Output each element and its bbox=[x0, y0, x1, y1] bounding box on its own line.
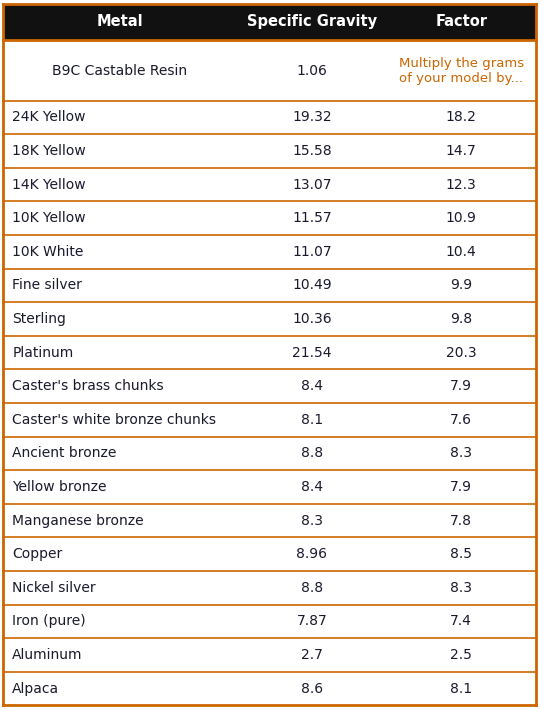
Text: Sterling: Sterling bbox=[12, 312, 66, 326]
Text: 7.8: 7.8 bbox=[450, 513, 472, 527]
Text: 10K Yellow: 10K Yellow bbox=[12, 211, 86, 225]
Text: Caster's brass chunks: Caster's brass chunks bbox=[12, 379, 164, 393]
Text: 9.9: 9.9 bbox=[450, 279, 472, 293]
Text: 15.58: 15.58 bbox=[292, 144, 332, 158]
Text: 8.4: 8.4 bbox=[301, 379, 323, 393]
Text: 10.36: 10.36 bbox=[292, 312, 332, 326]
Text: 13.07: 13.07 bbox=[292, 178, 332, 191]
Bar bbox=[3, 40, 536, 101]
Text: 8.4: 8.4 bbox=[301, 480, 323, 494]
Text: 18K Yellow: 18K Yellow bbox=[12, 144, 86, 158]
Bar bbox=[3, 537, 536, 571]
Text: Metal: Metal bbox=[97, 14, 143, 30]
Text: 24K Yellow: 24K Yellow bbox=[12, 111, 86, 125]
Text: Factor: Factor bbox=[436, 14, 487, 30]
Text: 14.7: 14.7 bbox=[446, 144, 477, 158]
Bar bbox=[3, 134, 536, 168]
Bar bbox=[3, 336, 536, 369]
Text: Ancient bronze: Ancient bronze bbox=[12, 447, 117, 460]
Text: Copper: Copper bbox=[12, 547, 63, 562]
Text: B9C Castable Resin: B9C Castable Resin bbox=[52, 64, 188, 77]
Text: 7.9: 7.9 bbox=[450, 480, 472, 494]
Text: 8.6: 8.6 bbox=[301, 681, 323, 696]
Text: 8.8: 8.8 bbox=[301, 581, 323, 595]
Bar bbox=[3, 403, 536, 437]
Bar bbox=[3, 101, 536, 134]
Text: Fine silver: Fine silver bbox=[12, 279, 82, 293]
Text: 7.9: 7.9 bbox=[450, 379, 472, 393]
Bar bbox=[3, 504, 536, 537]
Bar bbox=[3, 605, 536, 638]
Text: 9.8: 9.8 bbox=[450, 312, 472, 326]
Text: 20.3: 20.3 bbox=[446, 346, 477, 359]
Text: 8.1: 8.1 bbox=[450, 681, 472, 696]
Text: Yellow bronze: Yellow bronze bbox=[12, 480, 107, 494]
Text: 2.7: 2.7 bbox=[301, 648, 323, 662]
Text: 8.3: 8.3 bbox=[450, 581, 472, 595]
Bar bbox=[3, 168, 536, 201]
Text: Iron (pure): Iron (pure) bbox=[12, 615, 86, 628]
Text: 8.3: 8.3 bbox=[450, 447, 472, 460]
Text: Alpaca: Alpaca bbox=[12, 681, 60, 696]
Text: 11.07: 11.07 bbox=[292, 245, 332, 259]
Bar bbox=[3, 437, 536, 470]
Text: 8.1: 8.1 bbox=[301, 413, 323, 427]
Text: Nickel silver: Nickel silver bbox=[12, 581, 96, 595]
Bar bbox=[3, 269, 536, 302]
Text: 21.54: 21.54 bbox=[292, 346, 332, 359]
Text: 10.9: 10.9 bbox=[446, 211, 477, 225]
Bar bbox=[3, 638, 536, 672]
Text: Manganese bronze: Manganese bronze bbox=[12, 513, 144, 527]
Text: Aluminum: Aluminum bbox=[12, 648, 83, 662]
Bar bbox=[3, 4, 536, 40]
Text: 11.57: 11.57 bbox=[292, 211, 332, 225]
Bar bbox=[3, 302, 536, 336]
Text: 8.96: 8.96 bbox=[296, 547, 327, 562]
Bar bbox=[3, 369, 536, 403]
Text: 10K White: 10K White bbox=[12, 245, 84, 259]
Text: 7.87: 7.87 bbox=[296, 615, 327, 628]
Bar bbox=[3, 571, 536, 605]
Text: Platinum: Platinum bbox=[12, 346, 74, 359]
Text: 8.3: 8.3 bbox=[301, 513, 323, 527]
Bar bbox=[3, 672, 536, 705]
Text: 10.49: 10.49 bbox=[292, 279, 332, 293]
Text: 12.3: 12.3 bbox=[446, 178, 477, 191]
Text: 18.2: 18.2 bbox=[446, 111, 477, 125]
Text: Caster's white bronze chunks: Caster's white bronze chunks bbox=[12, 413, 216, 427]
Text: 2.5: 2.5 bbox=[450, 648, 472, 662]
Text: 19.32: 19.32 bbox=[292, 111, 332, 125]
Text: 7.6: 7.6 bbox=[450, 413, 472, 427]
Text: 7.4: 7.4 bbox=[450, 615, 472, 628]
Text: 10.4: 10.4 bbox=[446, 245, 477, 259]
Text: 1.06: 1.06 bbox=[296, 64, 327, 77]
Text: 8.5: 8.5 bbox=[450, 547, 472, 562]
Text: 8.8: 8.8 bbox=[301, 447, 323, 460]
Text: Multiply the grams
of your model by...: Multiply the grams of your model by... bbox=[399, 57, 524, 84]
Bar bbox=[3, 235, 536, 269]
Text: 14K Yellow: 14K Yellow bbox=[12, 178, 86, 191]
Bar bbox=[3, 470, 536, 504]
Text: Specific Gravity: Specific Gravity bbox=[247, 14, 377, 30]
Bar bbox=[3, 201, 536, 235]
